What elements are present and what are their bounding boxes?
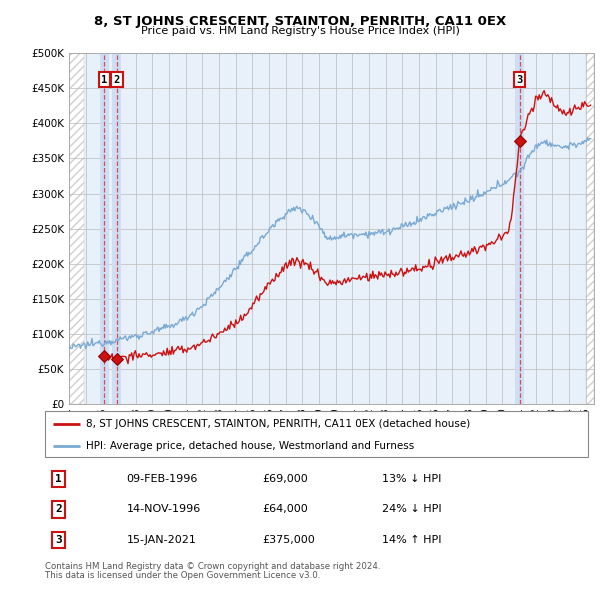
Text: 15-JAN-2021: 15-JAN-2021	[127, 535, 196, 545]
Text: Price paid vs. HM Land Registry's House Price Index (HPI): Price paid vs. HM Land Registry's House …	[140, 26, 460, 36]
Text: 14% ↑ HPI: 14% ↑ HPI	[382, 535, 441, 545]
Bar	[586, 53, 594, 404]
Text: 1: 1	[55, 474, 62, 484]
Text: 14-NOV-1996: 14-NOV-1996	[127, 504, 201, 514]
Text: 2: 2	[55, 504, 62, 514]
Text: 24% ↓ HPI: 24% ↓ HPI	[382, 504, 441, 514]
Bar	[69, 53, 85, 404]
Text: £69,000: £69,000	[262, 474, 308, 484]
Text: 3: 3	[55, 535, 62, 545]
Text: This data is licensed under the Open Government Licence v3.0.: This data is licensed under the Open Gov…	[45, 571, 320, 580]
Bar	[112, 53, 121, 404]
Text: HPI: Average price, detached house, Westmorland and Furness: HPI: Average price, detached house, West…	[86, 441, 414, 451]
Text: 8, ST JOHNS CRESCENT, STAINTON, PENRITH, CA11 0EX: 8, ST JOHNS CRESCENT, STAINTON, PENRITH,…	[94, 15, 506, 28]
Bar	[85, 53, 586, 404]
Text: 09-FEB-1996: 09-FEB-1996	[127, 474, 198, 484]
Text: 8, ST JOHNS CRESCENT, STAINTON, PENRITH, CA11 0EX (detached house): 8, ST JOHNS CRESCENT, STAINTON, PENRITH,…	[86, 419, 470, 429]
Text: 3: 3	[517, 75, 523, 85]
Text: 13% ↓ HPI: 13% ↓ HPI	[382, 474, 441, 484]
Text: £64,000: £64,000	[262, 504, 308, 514]
Bar	[100, 53, 109, 404]
Text: £375,000: £375,000	[262, 535, 315, 545]
Text: 1: 1	[101, 75, 107, 85]
Bar	[515, 53, 524, 404]
Bar	[69, 53, 85, 404]
Bar	[586, 53, 594, 404]
Text: Contains HM Land Registry data © Crown copyright and database right 2024.: Contains HM Land Registry data © Crown c…	[45, 562, 380, 571]
Text: 2: 2	[114, 75, 120, 85]
